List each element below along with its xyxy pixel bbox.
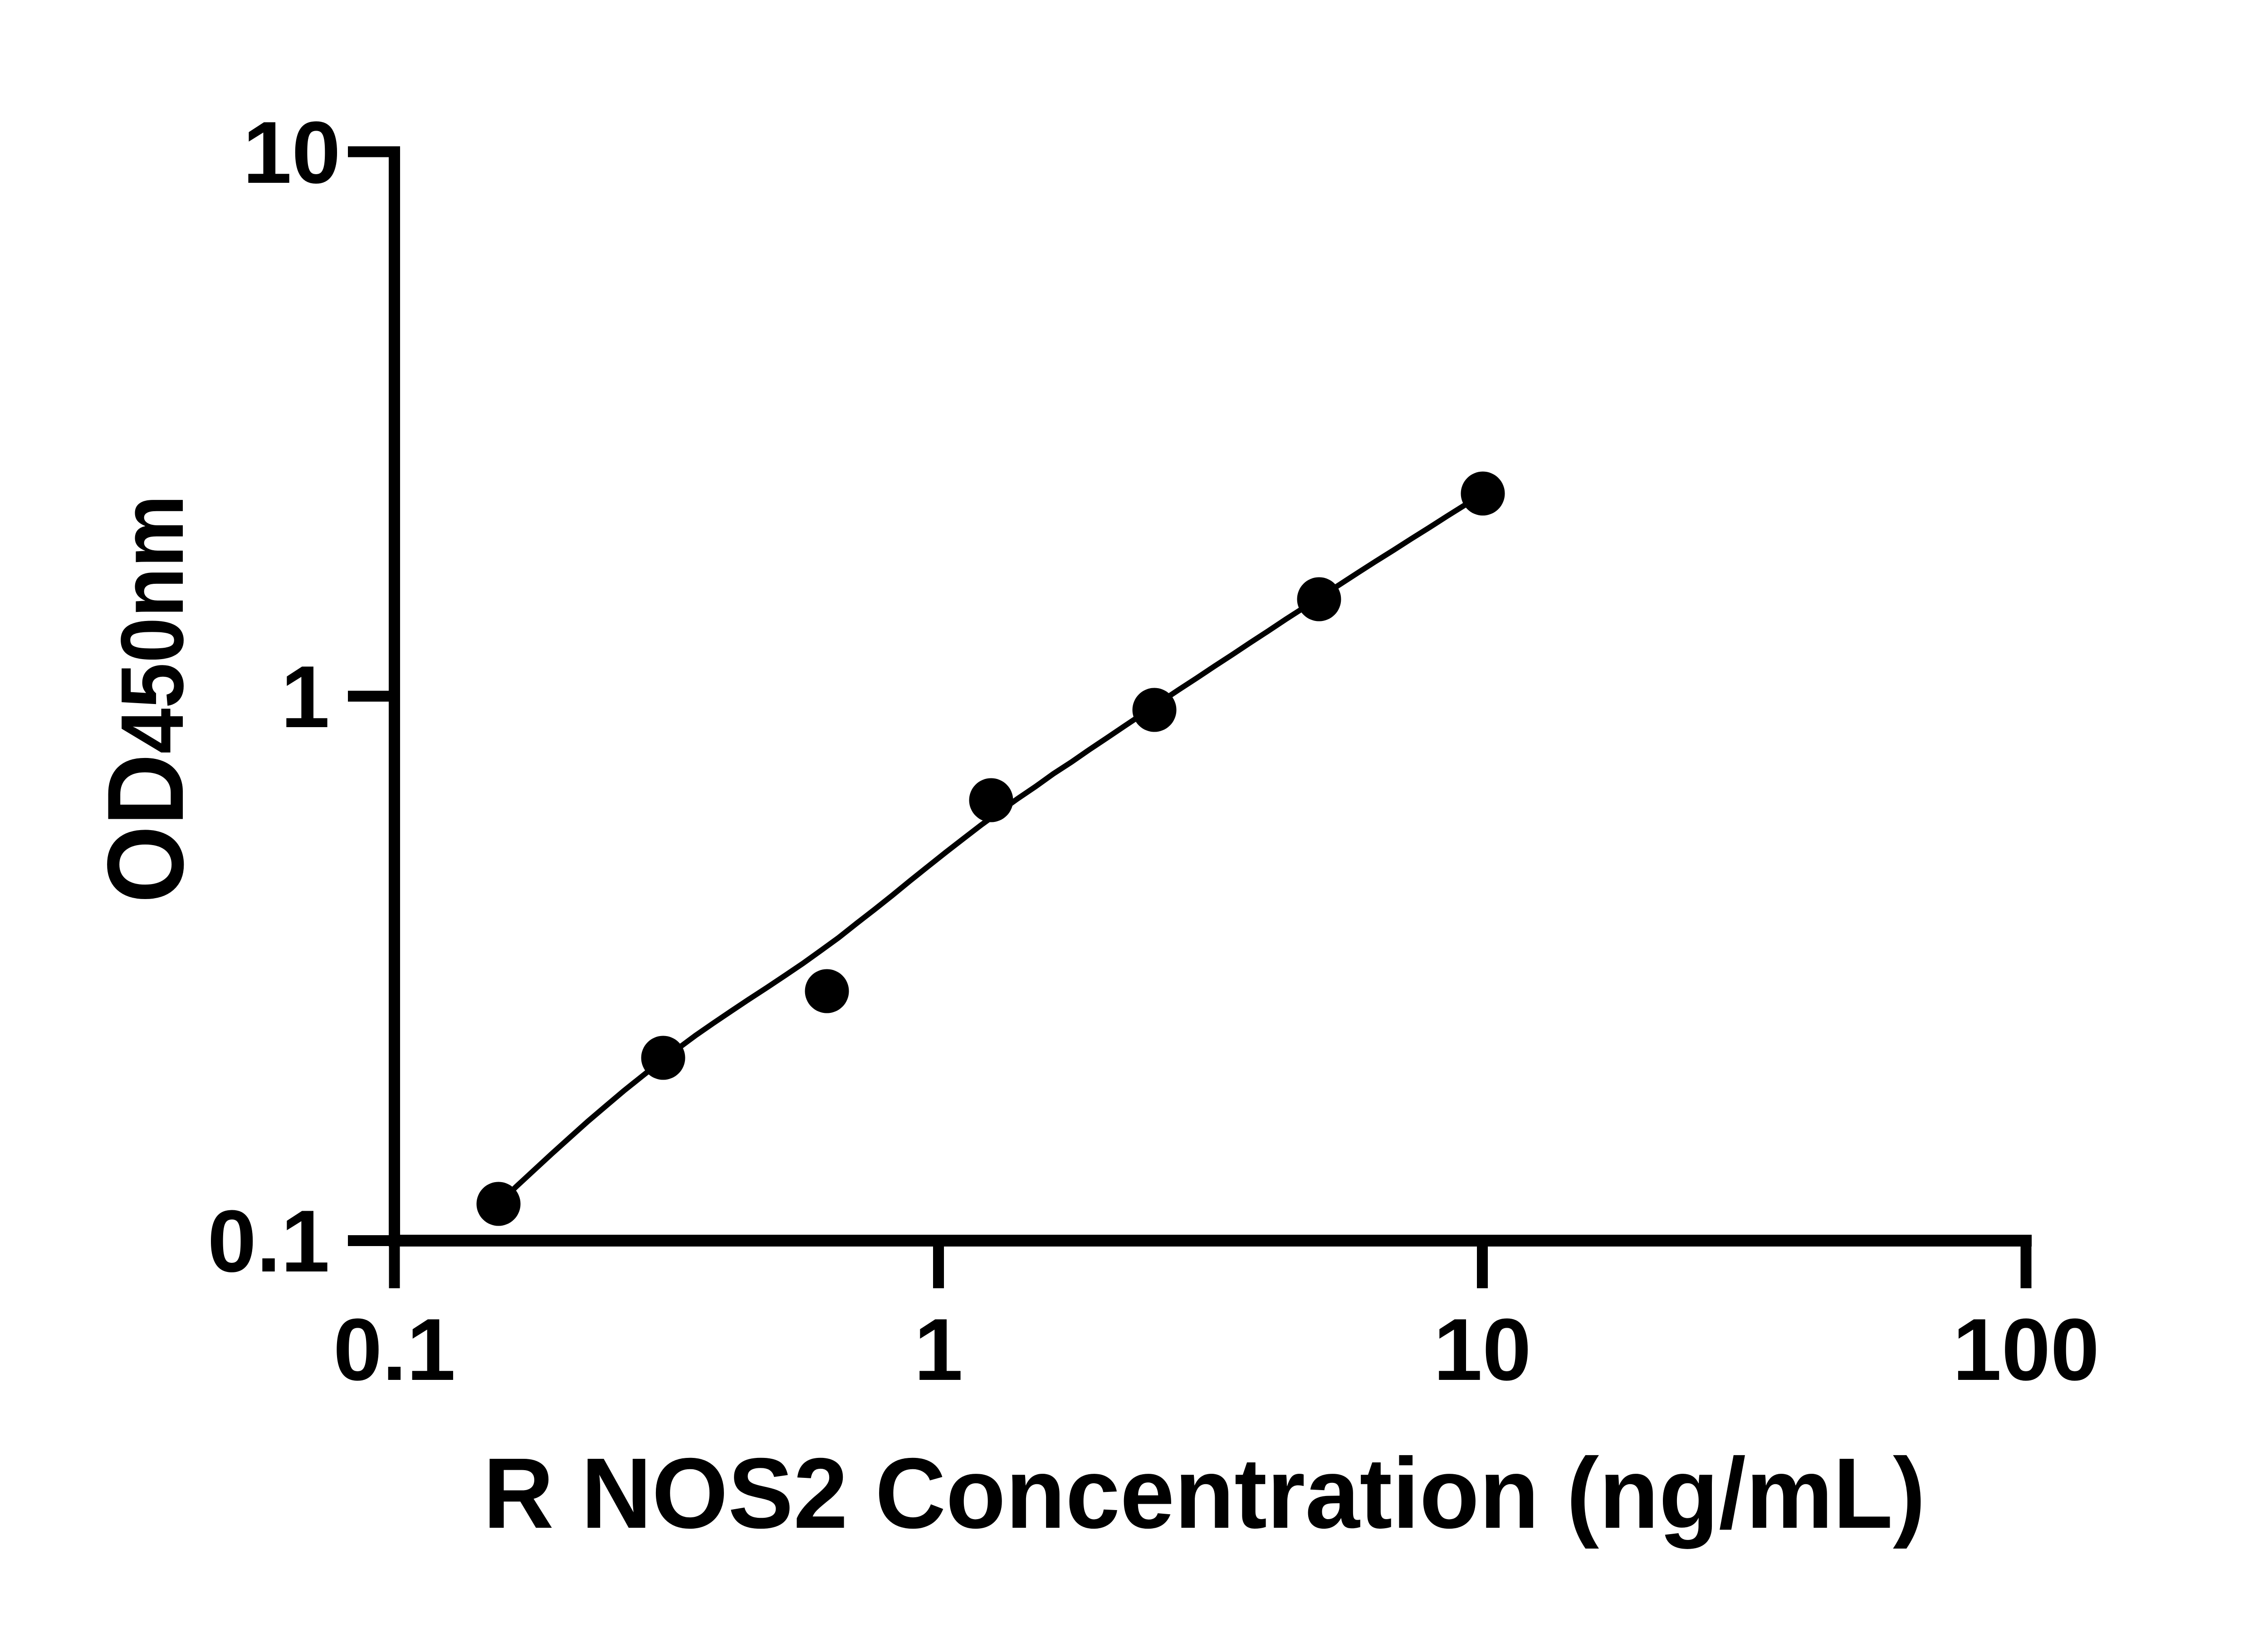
svg-text:10: 10 <box>1433 1301 1531 1399</box>
svg-text:0.1: 0.1 <box>207 1192 330 1291</box>
svg-text:1: 1 <box>281 648 330 746</box>
svg-text:100: 100 <box>1953 1301 2100 1399</box>
svg-text:10: 10 <box>243 103 341 202</box>
svg-text:R NOS2 Concentration (ng/mL): R NOS2 Concentration (ng/mL) <box>483 1437 1926 1549</box>
svg-text:0.1: 0.1 <box>333 1301 456 1399</box>
svg-text:OD450nm: OD450nm <box>85 495 206 903</box>
svg-text:1: 1 <box>914 1301 963 1399</box>
